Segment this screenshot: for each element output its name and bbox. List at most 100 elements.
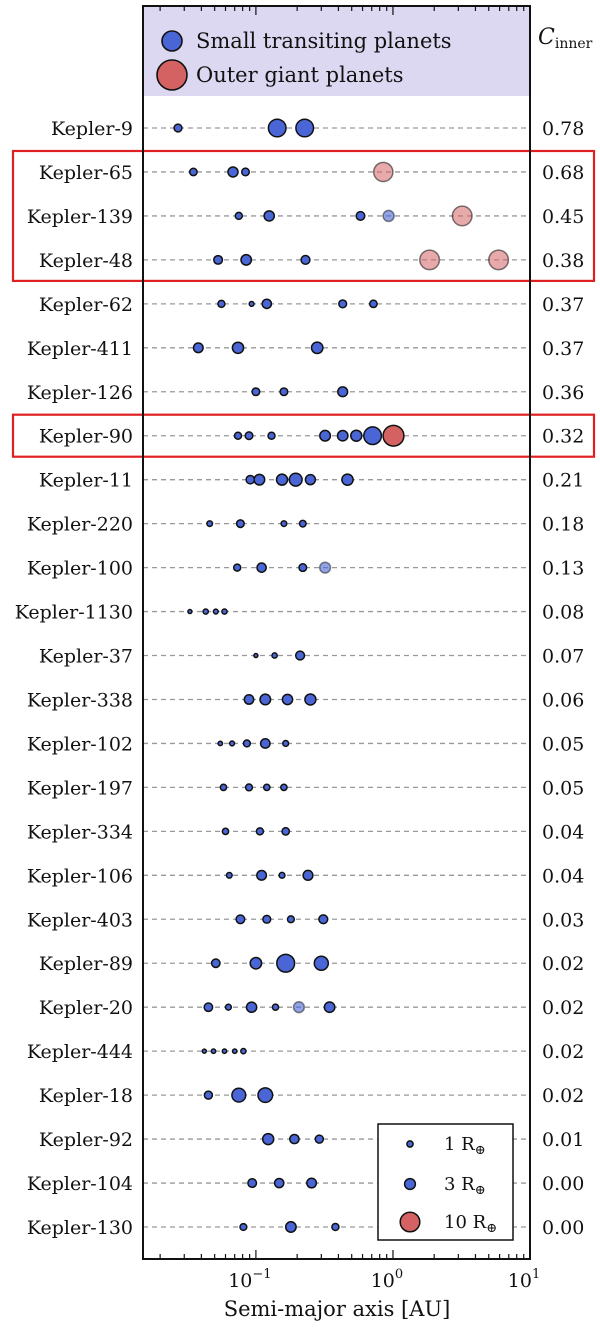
small-planet-marker — [233, 431, 243, 440]
small-planet-marker — [318, 561, 332, 574]
system-label: Kepler-100 — [27, 558, 133, 580]
small-planet-marker — [203, 1002, 214, 1013]
small-planet-marker — [259, 737, 271, 749]
system-labels: Kepler-9 Kepler-65 Kepler-139 Kepler-48 Kepl… — [15, 118, 133, 1239]
system-label: Kepler-139 — [27, 206, 133, 228]
small-planet-marker — [249, 956, 263, 970]
size-legend-marker — [406, 1140, 414, 1148]
giant-planet-marker — [372, 161, 394, 183]
cinner-value: 0.02 — [542, 953, 584, 975]
system-label: Kepler-338 — [27, 689, 133, 711]
cinner-value: 0.01 — [542, 1129, 584, 1151]
cinner-value: 0.02 — [542, 1041, 584, 1063]
system-label: Kepler-403 — [27, 909, 133, 931]
small-planet-marker — [318, 914, 329, 925]
small-planet-marker — [253, 473, 266, 486]
small-planet-marker — [292, 1001, 306, 1014]
cinner-value: 0.21 — [542, 470, 584, 492]
size-legend-marker — [403, 1177, 417, 1191]
cinner-value: 0.00 — [542, 1217, 584, 1239]
small-planet-marker — [279, 387, 289, 397]
small-planet-marker — [217, 740, 224, 747]
small-planet-marker — [243, 694, 255, 705]
planet-markers — [173, 118, 510, 1233]
cinner-value: 0.00 — [542, 1173, 584, 1195]
small-planet-marker — [261, 1132, 275, 1146]
legend-giant-marker — [156, 59, 188, 91]
x-tick-label: 100 — [371, 1267, 403, 1292]
small-planet-marker — [201, 1048, 208, 1054]
small-planet-marker — [338, 299, 348, 309]
system-label: Kepler-1130 — [15, 602, 133, 624]
small-planet-marker — [289, 1133, 300, 1145]
small-planet-marker — [224, 1003, 233, 1011]
giant-planet-marker — [451, 205, 473, 227]
cinner-value: 0.37 — [542, 338, 584, 360]
cinner-value: 0.36 — [542, 382, 584, 404]
system-label: Kepler-90 — [39, 426, 133, 448]
cinner-value: 0.18 — [542, 514, 584, 536]
small-planet-marker — [245, 474, 256, 485]
small-planet-marker — [323, 1001, 336, 1014]
small-planet-marker — [341, 473, 354, 487]
size-legend-label: 10 R⊕ — [444, 1212, 497, 1236]
small-planet-marker — [284, 1221, 297, 1233]
small-planet-marker — [244, 431, 254, 441]
small-planet-marker — [203, 1090, 214, 1100]
small-planet-marker — [278, 871, 286, 879]
legend-small-marker — [161, 30, 183, 52]
small-planet-marker — [355, 210, 366, 221]
small-planet-marker — [221, 827, 230, 836]
cinner-value: 0.06 — [542, 689, 584, 711]
system-label: Kepler-92 — [39, 1129, 133, 1151]
small-planet-marker — [240, 253, 253, 266]
x-axis-label: Semi-major axis [AU] — [224, 1297, 451, 1321]
small-planet-marker — [273, 1177, 285, 1189]
system-label: Kepler-334 — [27, 821, 133, 843]
small-planet-marker — [227, 166, 239, 178]
small-planet-marker — [187, 608, 193, 615]
small-planet-marker — [382, 209, 395, 223]
small-planet-marker — [251, 387, 261, 397]
small-planet-marker — [217, 299, 226, 309]
cinner-value: 0.38 — [542, 250, 584, 272]
small-planet-marker — [300, 254, 311, 266]
small-planet-marker — [244, 783, 254, 792]
system-label: Kepler-130 — [27, 1217, 133, 1239]
cinner-value: 0.37 — [542, 294, 584, 316]
small-planet-marker — [240, 1047, 247, 1055]
highlight-box — [11, 413, 596, 458]
system-label: Kepler-11 — [39, 470, 133, 492]
small-planet-marker — [286, 915, 296, 924]
small-planet-marker — [298, 519, 307, 528]
system-label: Kepler-48 — [39, 250, 133, 272]
legend-small-label: Small transiting planets — [196, 29, 452, 53]
small-planet-marker — [231, 1048, 238, 1055]
small-planet-marker — [256, 869, 268, 881]
x-tick-label: 10−1 — [228, 1267, 271, 1292]
system-label: Kepler-65 — [39, 162, 133, 184]
system-label: Kepler-37 — [39, 646, 133, 668]
small-planet-marker — [298, 563, 308, 573]
small-planet-marker — [280, 783, 288, 792]
system-label: Kepler-197 — [27, 777, 133, 799]
small-planet-marker — [210, 958, 221, 969]
small-planet-marker — [221, 608, 228, 615]
small-planet-marker — [262, 914, 272, 924]
small-planet-marker — [295, 118, 315, 138]
size-legend-label: 3 R⊕ — [444, 1174, 486, 1198]
small-planet-marker — [350, 429, 363, 442]
small-planet-marker — [210, 1048, 217, 1055]
small-planet-marker — [247, 1177, 258, 1189]
cinner-value: 0.02 — [542, 997, 584, 1019]
small-planet-marker — [261, 298, 273, 310]
cinner-value: 0.78 — [542, 118, 584, 140]
small-planet-marker — [231, 1087, 247, 1103]
plot-frame — [142, 5, 531, 1260]
small-planet-marker — [262, 783, 271, 792]
small-planet-marker — [302, 869, 314, 881]
highlight-box — [11, 149, 596, 282]
small-planet-marker — [242, 739, 252, 748]
series-legend: Small transiting planets Outer giant pla… — [156, 29, 452, 91]
